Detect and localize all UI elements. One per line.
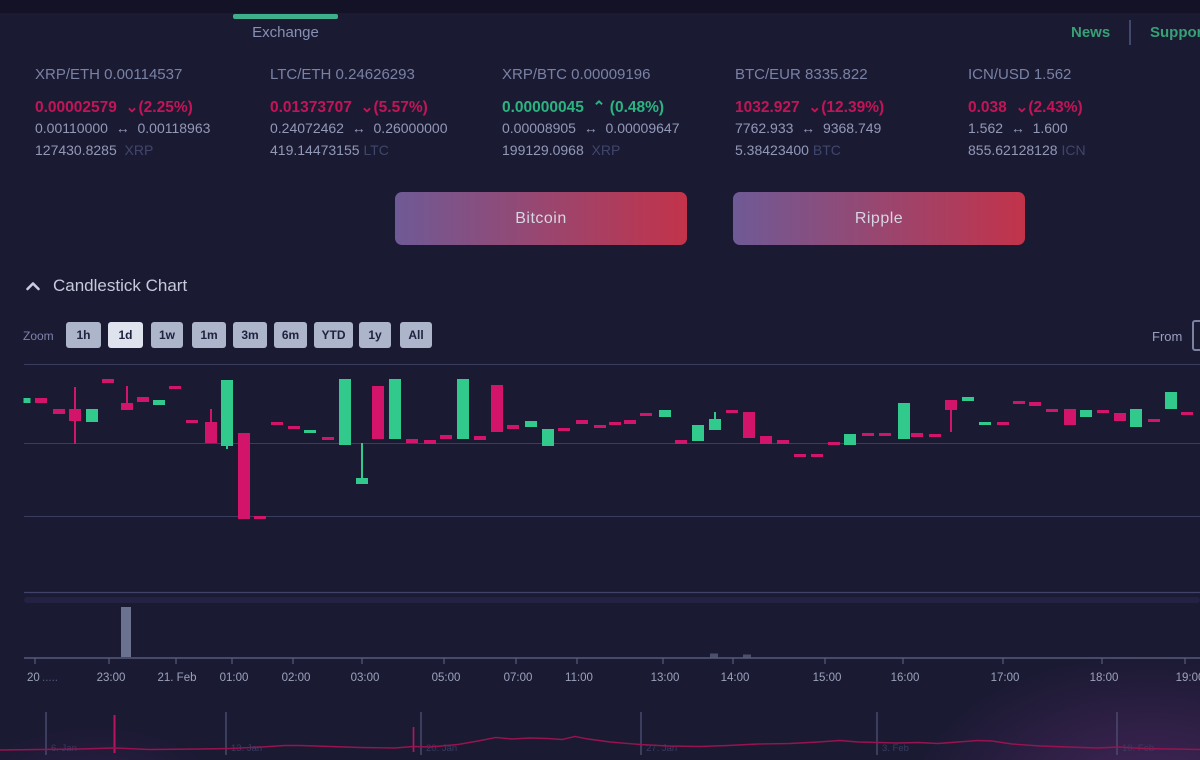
svg-text:14:00: 14:00 [721, 672, 750, 684]
svg-text:05:00: 05:00 [432, 672, 461, 684]
svg-text:13. Jan: 13. Jan [231, 743, 262, 754]
svg-text:20: 20 [27, 672, 40, 684]
svg-text:27. Jan: 27. Jan [646, 743, 677, 754]
svg-text:15:00: 15:00 [813, 672, 842, 684]
svg-text:19:00: 19:00 [1176, 672, 1200, 684]
svg-text:01:00: 01:00 [220, 672, 249, 684]
svg-text:20. Jan: 20. Jan [426, 743, 457, 754]
svg-text:18:00: 18:00 [1090, 672, 1119, 684]
svg-text:07:00: 07:00 [504, 672, 533, 684]
svg-text:17:00: 17:00 [991, 672, 1020, 684]
svg-text:23:00: 23:00 [97, 672, 126, 684]
svg-text:21. Feb: 21. Feb [158, 672, 197, 684]
svg-text:13:00: 13:00 [651, 672, 680, 684]
svg-text:.....: ..... [42, 672, 58, 684]
svg-text:02:00: 02:00 [282, 672, 311, 684]
svg-text:16:00: 16:00 [891, 672, 920, 684]
svg-text:11:00: 11:00 [565, 672, 593, 684]
svg-text:03:00: 03:00 [351, 672, 380, 684]
svg-text:3. Feb: 3. Feb [882, 743, 909, 754]
svg-text:6. Jan: 6. Jan [51, 743, 77, 754]
